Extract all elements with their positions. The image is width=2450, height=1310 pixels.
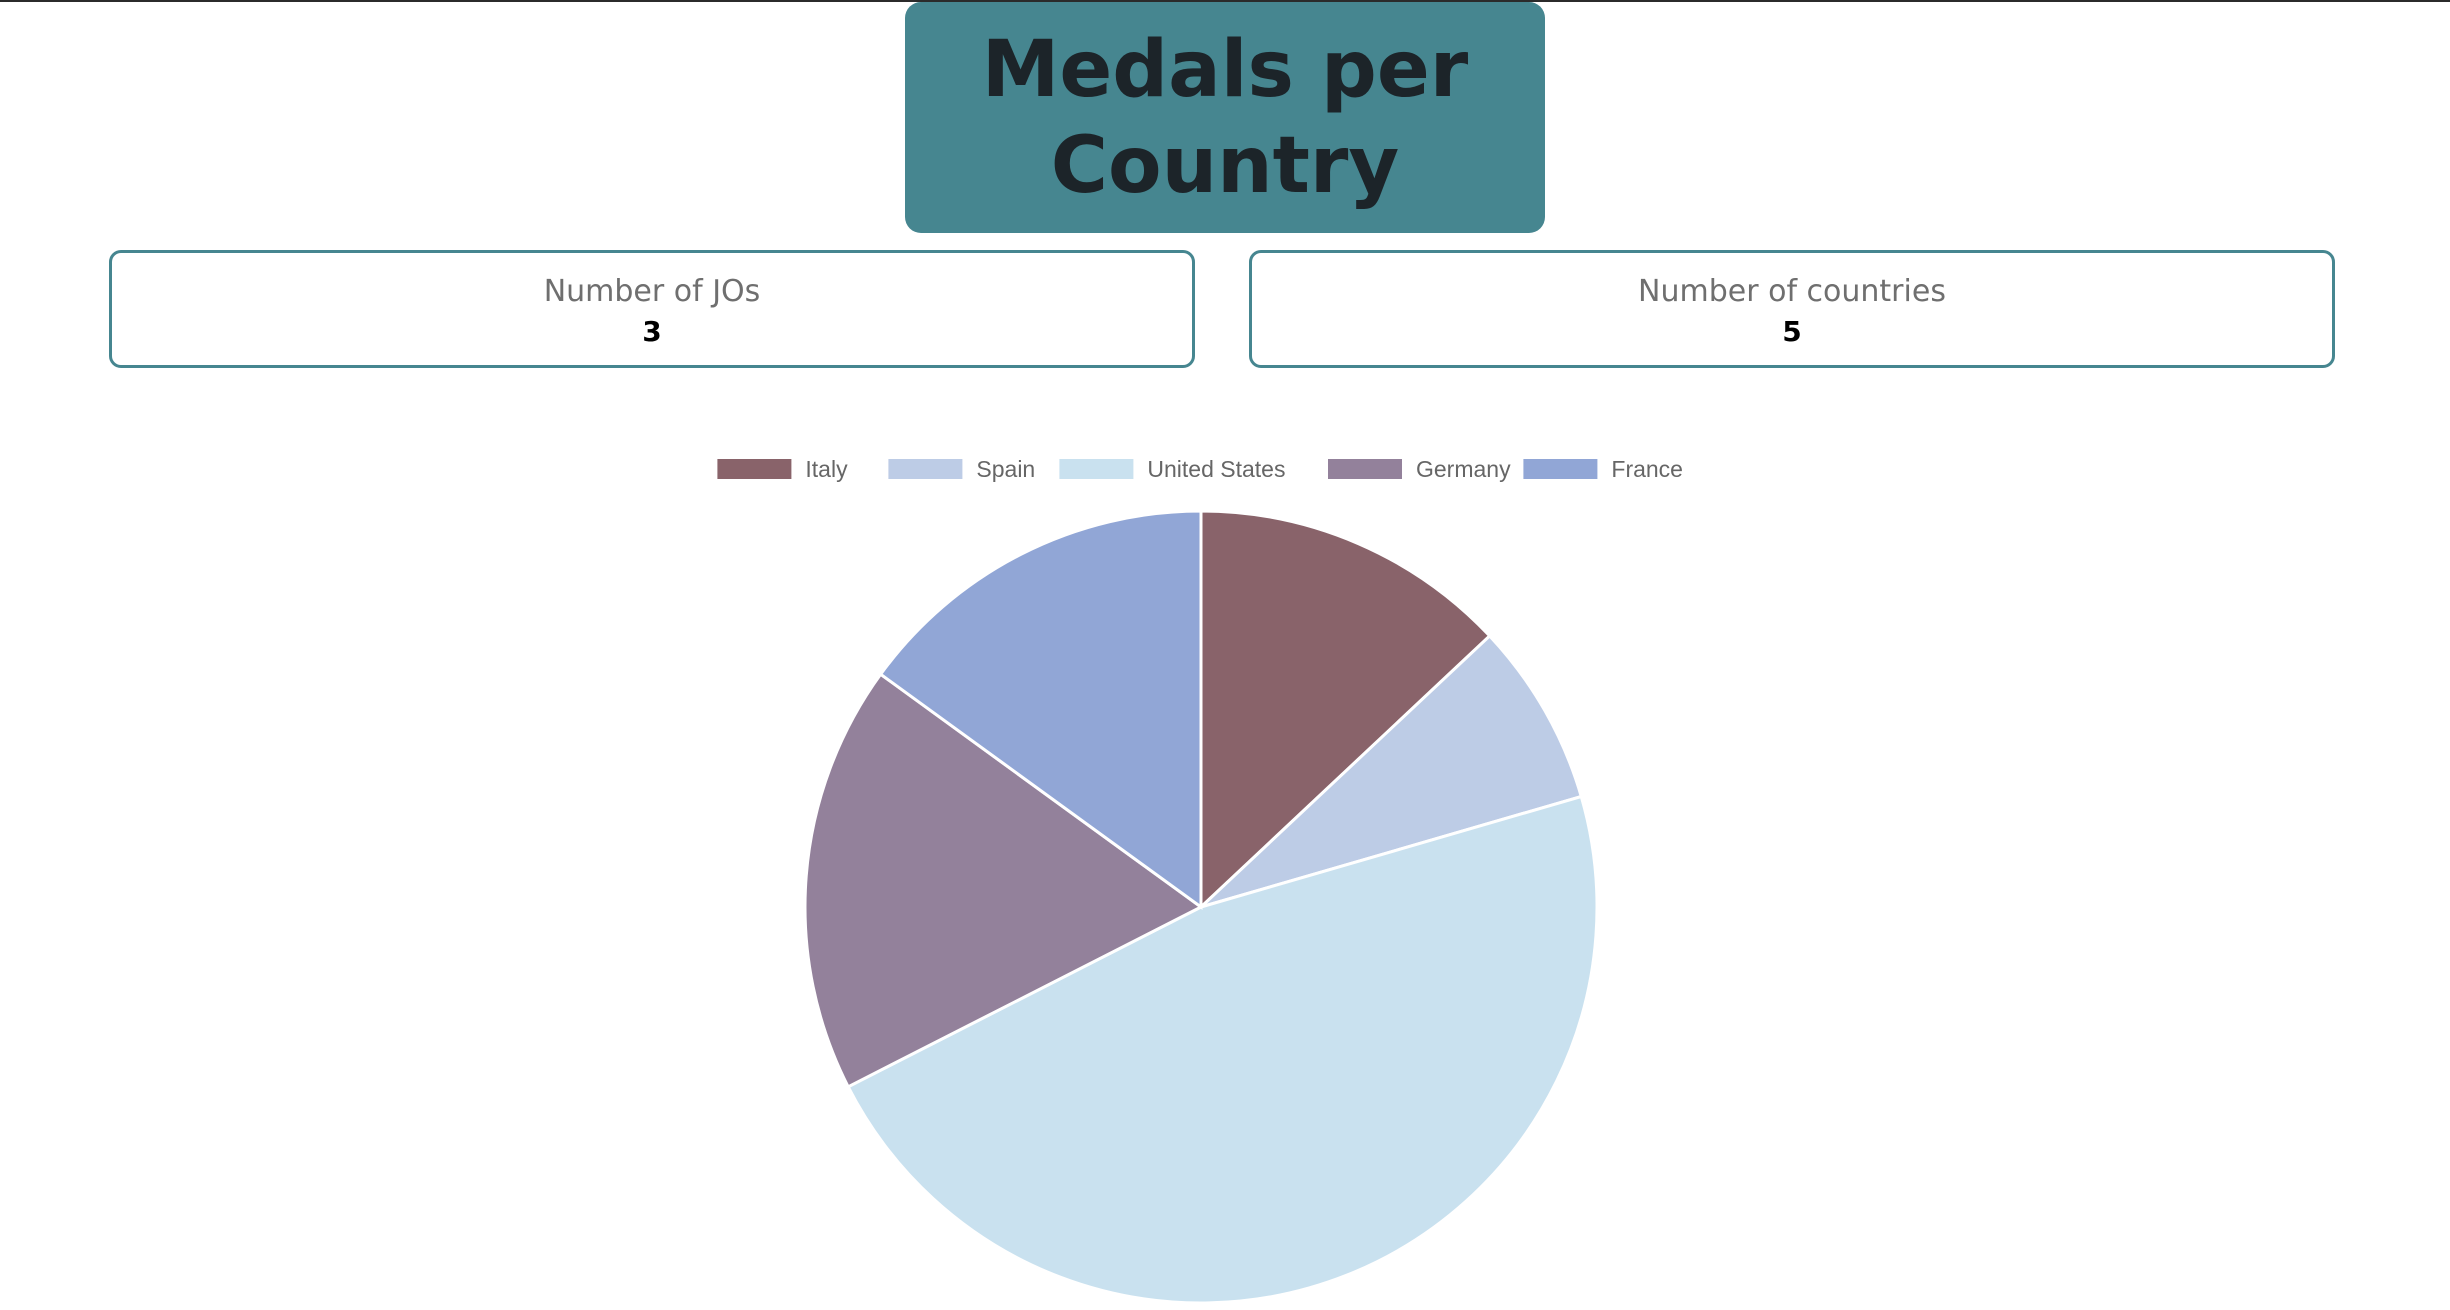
pie-slice-italy[interactable] (1199, 509, 1492, 911)
legend-item-germany[interactable]: Germany (1328, 456, 1511, 482)
legend-item-italy[interactable]: Italy (717, 456, 848, 482)
pie-slices (803, 509, 1599, 1305)
legend-swatch (1328, 459, 1402, 479)
legend-label: Germany (1416, 456, 1511, 482)
legend-swatch (1523, 459, 1598, 479)
legend-swatch (1059, 459, 1134, 479)
pie-slice-france[interactable] (878, 509, 1203, 910)
legend-label: United States (1147, 456, 1285, 482)
pie-slice-united-states[interactable] (846, 794, 1599, 1305)
legend-item-united-states[interactable]: United States (1059, 456, 1285, 482)
legend-item-france[interactable]: France (1523, 456, 1683, 482)
pie-slice-spain[interactable] (1199, 633, 1584, 909)
stat-card-jos: Number of JOs 3 (109, 250, 1195, 368)
legend-label: France (1611, 456, 1683, 482)
chart-legend: Italy Spain United States Germany France (717, 456, 1683, 482)
stat-label-countries: Number of countries (1638, 274, 1946, 309)
pie-slice-germany[interactable] (803, 672, 1204, 1089)
legend-item-spain[interactable]: Spain (888, 456, 1035, 482)
top-border-line (0, 0, 2450, 2)
legend-label: Italy (805, 456, 848, 482)
stat-label-jos: Number of JOs (543, 274, 761, 309)
stat-value-countries: 5 (1782, 315, 1802, 348)
legend-swatch (717, 459, 792, 479)
title-banner: Medals per Country (905, 2, 1545, 233)
page-title: Medals per Country (981, 24, 1469, 211)
legend-label: Spain (976, 456, 1035, 482)
legend-swatch (888, 459, 963, 479)
stat-card-countries: Number of countries 5 (1249, 250, 2335, 368)
stat-value-jos: 3 (642, 315, 662, 348)
